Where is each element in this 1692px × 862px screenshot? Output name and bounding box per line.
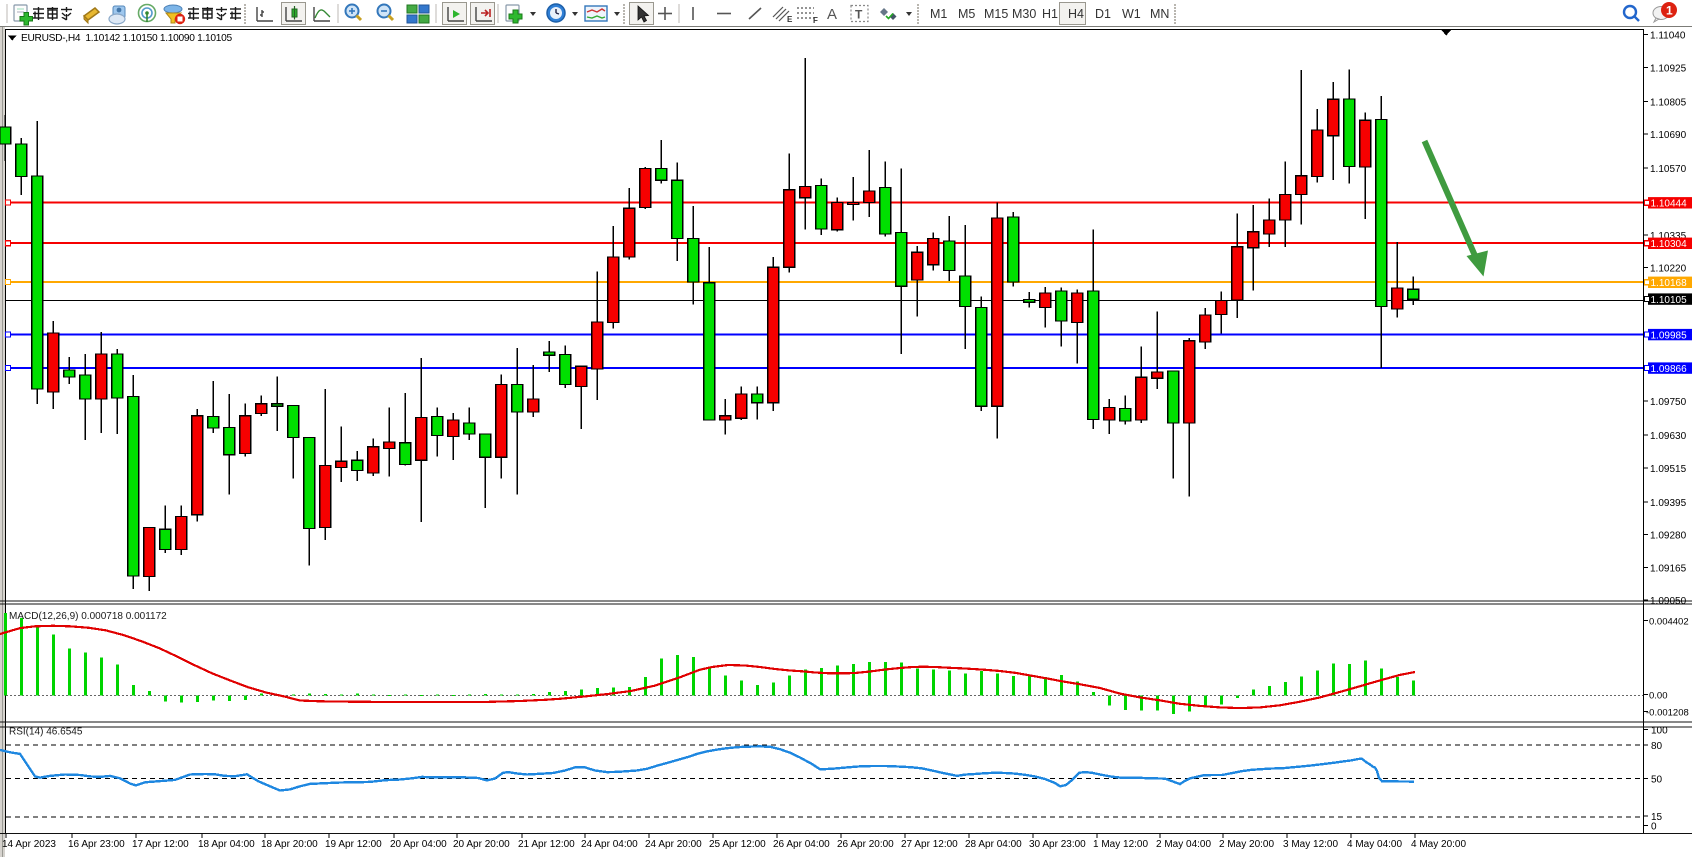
- svg-text:1.10335: 1.10335: [1650, 231, 1687, 242]
- svg-text:1.10690: 1.10690: [1650, 130, 1687, 141]
- svg-text:1.09630: 1.09630: [1650, 431, 1687, 442]
- svg-text:18 Apr 20:00: 18 Apr 20:00: [261, 839, 318, 850]
- svg-text:2 May 04:00: 2 May 04:00: [1156, 839, 1211, 850]
- svg-text:RSI(14) 46.6545: RSI(14) 46.6545: [9, 727, 83, 738]
- svg-text:26 Apr 04:00: 26 Apr 04:00: [773, 839, 830, 850]
- svg-text:30 Apr 23:00: 30 Apr 23:00: [1029, 839, 1086, 850]
- svg-text:MN: MN: [1150, 7, 1169, 21]
- svg-text:21 Apr 12:00: 21 Apr 12:00: [518, 839, 575, 850]
- svg-text:26 Apr 20:00: 26 Apr 20:00: [837, 839, 894, 850]
- svg-text:1.10304: 1.10304: [1651, 239, 1688, 250]
- svg-text:1 May 12:00: 1 May 12:00: [1093, 839, 1148, 850]
- svg-text:MACD(12,26,9) 0.000718 0.00117: MACD(12,26,9) 0.000718 0.001172: [9, 611, 167, 622]
- svg-text:1.09280: 1.09280: [1650, 531, 1687, 542]
- svg-text:E: E: [787, 15, 793, 24]
- svg-text:1.10444: 1.10444: [1651, 199, 1688, 210]
- svg-text:1.10168: 1.10168: [1651, 278, 1688, 289]
- svg-text:W1: W1: [1122, 7, 1141, 21]
- svg-text:D1: D1: [1095, 7, 1111, 21]
- svg-text:1.09515: 1.09515: [1650, 464, 1687, 475]
- svg-text:80: 80: [1651, 741, 1663, 752]
- svg-text:16 Apr 23:00: 16 Apr 23:00: [68, 839, 125, 850]
- svg-text:1.10220: 1.10220: [1650, 264, 1687, 275]
- svg-text:1.10570: 1.10570: [1650, 164, 1687, 175]
- svg-text:19 Apr 12:00: 19 Apr 12:00: [325, 839, 382, 850]
- svg-text:28 Apr 04:00: 28 Apr 04:00: [965, 839, 1022, 850]
- svg-text:50: 50: [1651, 775, 1663, 786]
- svg-text:24 Apr 20:00: 24 Apr 20:00: [645, 839, 702, 850]
- svg-text:4 May 04:00: 4 May 04:00: [1347, 839, 1402, 850]
- svg-text:M30: M30: [1012, 7, 1036, 21]
- svg-text:-0.001208: -0.001208: [1646, 708, 1689, 719]
- svg-text:1.09165: 1.09165: [1650, 563, 1687, 574]
- svg-text:20 Apr 20:00: 20 Apr 20:00: [453, 839, 510, 850]
- svg-text:0: 0: [1651, 822, 1657, 833]
- svg-text:24 Apr 04:00: 24 Apr 04:00: [581, 839, 638, 850]
- svg-text:T: T: [855, 8, 863, 22]
- svg-text:1.10805: 1.10805: [1650, 98, 1687, 109]
- svg-text:1.09395: 1.09395: [1650, 498, 1687, 509]
- svg-text:100: 100: [1651, 726, 1668, 737]
- svg-text:M1: M1: [930, 7, 947, 21]
- svg-text:EURUSD-,H4 1.10142 1.10150 1.: EURUSD-,H4 1.10142 1.10150 1.10090 1.101…: [21, 33, 232, 44]
- svg-text:1: 1: [1666, 4, 1673, 18]
- svg-text:1.09866: 1.09866: [1651, 364, 1688, 375]
- svg-text:M5: M5: [958, 7, 975, 21]
- svg-text:2 May 20:00: 2 May 20:00: [1219, 839, 1274, 850]
- svg-text:1.09050: 1.09050: [1650, 596, 1687, 607]
- svg-text:1.11040: 1.11040: [1650, 31, 1686, 42]
- svg-text:17 Apr 12:00: 17 Apr 12:00: [132, 839, 189, 850]
- svg-text:0.00: 0.00: [1649, 691, 1668, 702]
- svg-text:15: 15: [1651, 812, 1663, 823]
- svg-text:27 Apr 12:00: 27 Apr 12:00: [901, 839, 958, 850]
- svg-text:20 Apr 04:00: 20 Apr 04:00: [390, 839, 447, 850]
- svg-text:3 May 12:00: 3 May 12:00: [1283, 839, 1338, 850]
- svg-text:H4: H4: [1068, 7, 1084, 21]
- svg-text:1.09750: 1.09750: [1650, 397, 1687, 408]
- svg-text:H1: H1: [1042, 7, 1058, 21]
- svg-text:14 Apr 2023: 14 Apr 2023: [2, 839, 56, 850]
- svg-text:0.004402: 0.004402: [1649, 617, 1689, 628]
- svg-text:1.10105: 1.10105: [1651, 295, 1688, 306]
- svg-text:1.09985: 1.09985: [1651, 331, 1688, 342]
- svg-text:4 May 20:00: 4 May 20:00: [1411, 839, 1466, 850]
- svg-text:1.10925: 1.10925: [1650, 63, 1687, 74]
- svg-text:A: A: [827, 6, 837, 23]
- svg-text:F: F: [813, 16, 818, 25]
- svg-text:25 Apr 12:00: 25 Apr 12:00: [709, 839, 766, 850]
- svg-text:18 Apr 04:00: 18 Apr 04:00: [198, 839, 255, 850]
- svg-text:M15: M15: [984, 7, 1008, 21]
